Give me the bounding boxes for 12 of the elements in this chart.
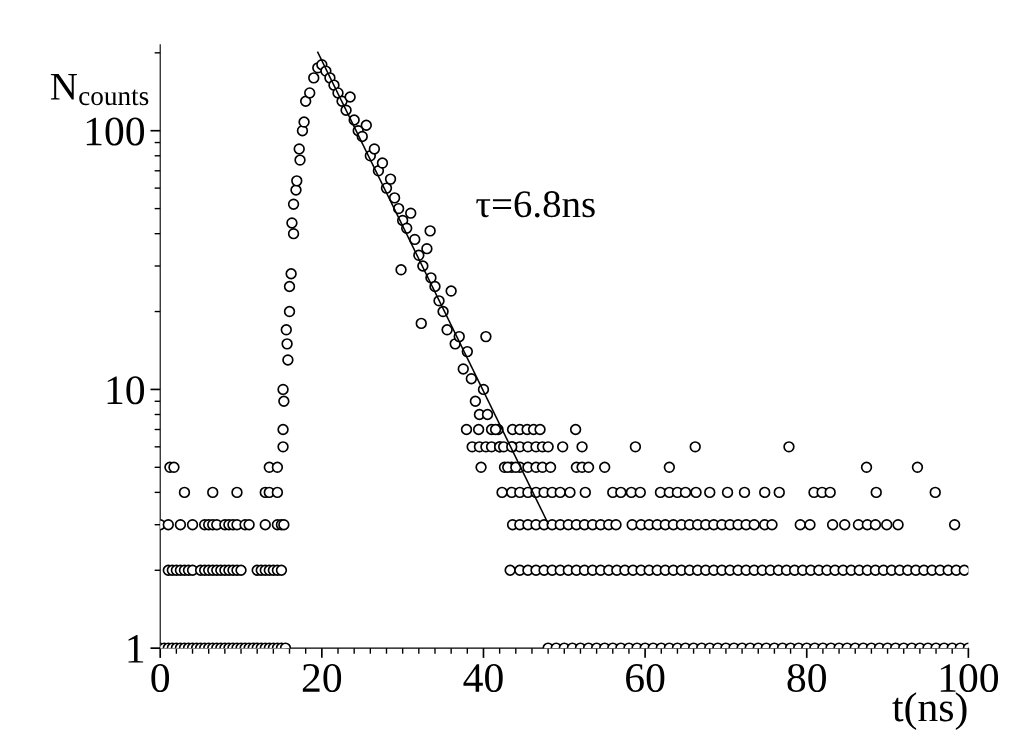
x-tick-label: 40 — [463, 663, 503, 693]
y-tick-label: 100 — [86, 117, 145, 146]
x-tick-label: 0 — [151, 663, 170, 693]
x-tick-label: 100 — [940, 663, 999, 693]
x-axis-title: t(ns) — [892, 692, 967, 730]
annotation: τ=6.8ns — [476, 191, 595, 218]
x-tick-label: 80 — [787, 663, 826, 693]
y-tick-label: 10 — [107, 376, 145, 405]
x-tick-label: 20 — [302, 663, 342, 693]
y-tick-label: 1 — [128, 635, 144, 663]
y-axis-title: N$_{counts}$ — [50, 74, 149, 106]
x-tick-label: 60 — [626, 663, 665, 693]
